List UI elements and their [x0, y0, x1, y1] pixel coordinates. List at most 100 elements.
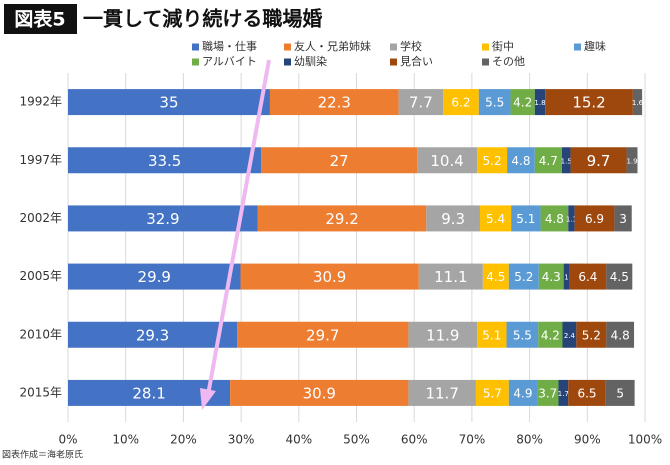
bar-segment — [68, 205, 258, 232]
value-label: 22.3 — [318, 94, 351, 112]
legend-swatch — [192, 58, 199, 66]
value-label: 1.9 — [626, 157, 637, 165]
bar-segment — [482, 263, 509, 290]
bar-segment — [538, 263, 564, 290]
plot: 0% 10% 20% 30% 40% 50% 60% 70% 80% 90% 100% 職場・仕事 友人… — [19, 39, 662, 447]
bar-segment — [408, 379, 476, 406]
x-tick-label: 40% — [285, 433, 312, 447]
value-label: 7.7 — [409, 94, 433, 112]
value-label: 33.5 — [148, 152, 181, 170]
bar-segment — [237, 321, 409, 348]
value-label: 29.7 — [306, 326, 339, 344]
value-label: 1 — [564, 274, 568, 282]
value-label: 29.2 — [325, 210, 358, 228]
legend-swatch — [482, 58, 489, 66]
value-label: 1.7 — [558, 390, 569, 398]
bar-segment — [477, 321, 507, 348]
value-label: 4.7 — [539, 154, 558, 168]
y-tick-label: 1992年 — [19, 95, 62, 109]
bar-segment — [632, 89, 643, 116]
bar-segment — [418, 263, 483, 290]
bar-segment — [426, 205, 480, 232]
value-label: 3 — [619, 212, 627, 226]
value-label: 6.5 — [577, 386, 596, 400]
bar-segment — [230, 379, 409, 406]
bar-segment — [626, 147, 638, 174]
value-label: 9.3 — [441, 210, 465, 228]
value-label: 1.8 — [534, 99, 545, 107]
title-badge-box — [4, 4, 77, 34]
value-label: 5.2 — [483, 154, 502, 168]
value-label: 5.5 — [485, 96, 504, 110]
value-label: 5.1 — [482, 328, 501, 342]
value-label: 28.1 — [132, 384, 165, 402]
value-label: 4.8 — [511, 154, 530, 168]
bar-segment — [510, 89, 535, 116]
bar-segment — [508, 379, 538, 406]
value-label: 4.3 — [542, 270, 561, 284]
value-label: 6.4 — [578, 270, 597, 284]
bar-segment — [68, 263, 241, 290]
bar-segment — [511, 205, 541, 232]
bar-segment — [417, 147, 478, 174]
bar-segment — [477, 147, 508, 174]
bar-segment — [606, 321, 635, 348]
bar-segment — [506, 321, 539, 348]
bar-segment — [408, 321, 478, 348]
x-tick-label: 30% — [228, 433, 255, 447]
bar-segment — [68, 89, 270, 116]
legend-label: 幼馴染 — [294, 54, 327, 68]
value-label: 9.7 — [587, 152, 611, 170]
bar-segment — [540, 205, 569, 232]
bar-segment — [507, 147, 535, 174]
value-label: 4.5 — [486, 270, 505, 284]
bar-segment — [475, 379, 509, 406]
bar-segment — [68, 147, 262, 174]
value-label: 11.9 — [426, 326, 459, 344]
value-label: 27 — [330, 152, 349, 170]
legend-label: 趣味 — [584, 39, 606, 53]
bar-segment — [443, 89, 479, 116]
source: 図表作成＝海老原氏 — [2, 449, 83, 461]
legend-label: アルバイト — [202, 55, 257, 68]
value-label: 4.8 — [611, 328, 630, 342]
value-label: 4.5 — [610, 270, 629, 284]
value-label: 1.1 — [566, 215, 577, 223]
x-tick-label: 100% — [628, 433, 662, 447]
value-label: 4.2 — [541, 328, 560, 342]
bar-segment — [269, 89, 399, 116]
y-tick-label: 1997年 — [19, 153, 62, 167]
legend-label: 見合い — [400, 54, 433, 68]
legend-label: 街中 — [492, 39, 514, 53]
value-label: 29.3 — [136, 326, 169, 344]
arrow — [200, 59, 271, 410]
bar-segment — [558, 379, 569, 406]
bar-segment — [478, 89, 511, 116]
value-label: 15.2 — [572, 94, 605, 112]
bar-segment — [606, 263, 633, 290]
bar-segment — [261, 147, 418, 174]
bar-segment — [534, 147, 562, 174]
bar-segment — [605, 379, 635, 406]
x-tick-label: 10% — [112, 433, 139, 447]
legend-label: 学校 — [400, 39, 422, 53]
value-label: 4.2 — [513, 96, 532, 110]
legend-swatch — [284, 58, 291, 66]
bar-segment — [479, 205, 512, 232]
value-label: 5.1 — [516, 212, 535, 226]
value-label: 5.4 — [486, 212, 505, 226]
bar-segment — [508, 263, 539, 290]
x-tick-label: 70% — [459, 433, 486, 447]
legend-label: 友人・兄弟姉妹 — [294, 39, 371, 53]
value-label: 1.5 — [561, 157, 572, 165]
bar-segment — [614, 205, 632, 232]
bar-segment — [562, 321, 577, 348]
bar-segment — [576, 321, 607, 348]
value-label: 11.1 — [434, 268, 467, 286]
value-label: 35 — [159, 94, 178, 112]
value-label: 4.8 — [545, 212, 564, 226]
bar-segment — [568, 205, 575, 232]
legend-swatch — [284, 43, 291, 51]
